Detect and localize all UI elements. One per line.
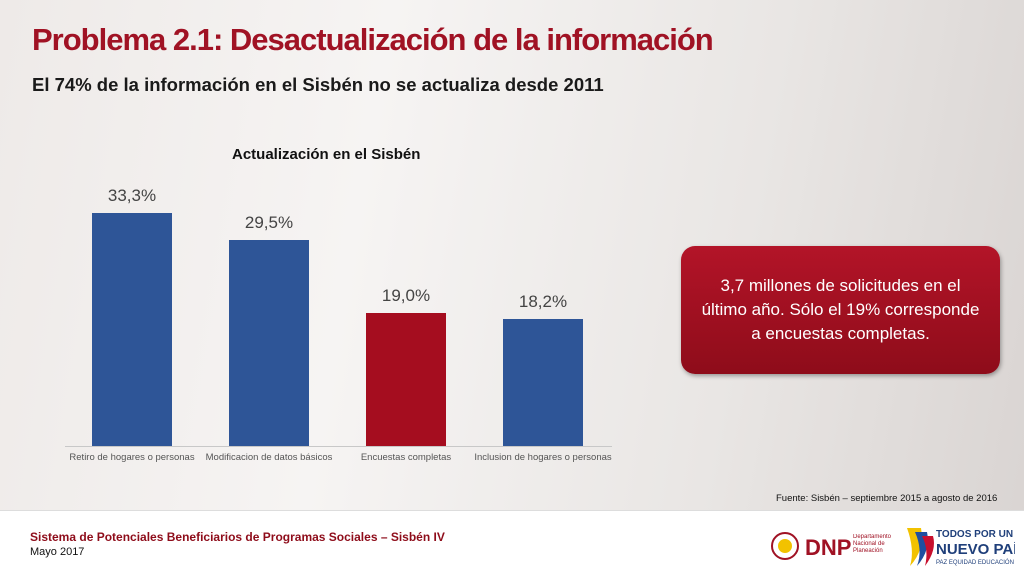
bar	[503, 318, 583, 446]
x-tick-label: Encuestas completas	[360, 452, 452, 463]
bar	[229, 239, 309, 446]
x-tick-label: Inclusion de hogares o personas	[474, 452, 612, 463]
chart-title: Actualización en el Sisbén	[232, 146, 421, 163]
value-label: 33,3%	[107, 185, 157, 205]
value-label: 18,2%	[518, 291, 568, 311]
slide-title: Problema 2.1: Desactualización de la inf…	[32, 22, 714, 57]
footer-text: Sistema de Potenciales Beneficiarios de …	[30, 530, 445, 544]
callout-text: 3,7 millones de solicitudes en el último…	[701, 276, 980, 343]
x-tick-label: Modificacion de datos básicos	[205, 452, 333, 463]
footer-date: Mayo 2017	[30, 546, 85, 558]
callout: 3,7 millones de solicitudes en el último…	[681, 246, 1000, 374]
footer-band	[0, 510, 1024, 577]
gov-logo-2: NUEVO PAÍS	[936, 541, 1015, 558]
value-label: 29,5%	[244, 212, 294, 232]
flag-red	[922, 536, 934, 566]
bar	[366, 313, 446, 446]
bar	[92, 212, 172, 446]
dnp-sub: Departamento Nacional de Planeación	[853, 534, 892, 554]
gov-logo-3: PAZ EQUIDAD EDUCACIÓN	[936, 559, 1014, 566]
logos: DNP Departamento Nacional de Planeación …	[771, 528, 1015, 566]
gov-logo: TODOS POR UN	[936, 529, 1013, 540]
baseline	[65, 446, 612, 447]
slide-subtitle: El 74% de la información en el Sisbén no…	[32, 74, 604, 95]
dnp-sub-wrap: Departamento Nacional de Planeación	[853, 534, 892, 554]
x-tick-label: Retiro de hogares o personas	[69, 452, 195, 463]
value-label: 19,0%	[381, 286, 431, 305]
shield-core	[778, 539, 792, 553]
source: Fuente: Sisbén – septiembre 2015 a agost…	[776, 493, 998, 504]
dnp-logo: DNP	[805, 535, 851, 560]
